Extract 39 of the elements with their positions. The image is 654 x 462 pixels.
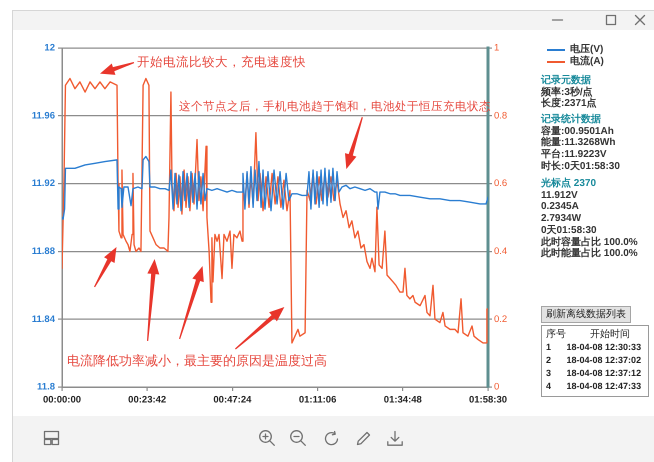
x-tick-label: 00:00:00 — [42, 394, 82, 406]
x-tick-label: 01:11:06 — [298, 394, 336, 406]
text: 0天01:58:30 — [541, 224, 598, 236]
x-tick-label: 00:23:42 — [128, 394, 166, 406]
button: 刷新离线数据列表 — [541, 306, 631, 323]
text: 容量:00.9501Ah — [541, 126, 615, 137]
text: 光标点 2370 — [541, 178, 598, 190]
text: 平台:11.9223V — [541, 149, 608, 160]
text: 长度:2371点 — [541, 98, 598, 110]
x-tick-label: 01:58:30 — [468, 394, 508, 406]
legend-label: 电流(A) — [570, 56, 604, 68]
text: 此时容量占比 100.0% — [541, 236, 639, 248]
legend-label: 电压(V) — [570, 44, 604, 55]
text: 频率:3秒/点 — [541, 86, 593, 98]
y-tick-label: 11.8 — [37, 382, 55, 393]
text: 记录统计数据 — [541, 114, 602, 125]
text: 此时能量占比 100.0% — [541, 248, 639, 260]
text: 时长:0天01:58:30 — [541, 160, 621, 173]
y2-tick-label: 0.4 — [494, 246, 508, 258]
y2-tick-label: 0.2 — [494, 314, 508, 325]
y-tick-label: 11.84 — [32, 314, 56, 325]
x-tick-label: 00:47:24 — [213, 394, 252, 406]
annotation: 电流降低功率减小，最主要的原因是温度过高 — [67, 352, 327, 368]
y-tick-label: 11.88 — [32, 246, 55, 258]
text: 能量:11.3268Wh — [541, 137, 616, 148]
y2-tick-label: 0.6 — [494, 178, 508, 190]
y-tick-label: 11.92 — [32, 178, 55, 190]
annotation: 开始电流比较大，充电速度快 — [137, 54, 306, 69]
y-tick-label: 11.96 — [32, 110, 55, 122]
y-tick-label: 12 — [44, 42, 55, 54]
text: 记录元数据 — [541, 75, 592, 86]
y2-tick-label: 1 — [494, 42, 500, 54]
y2-tick-label: 0 — [494, 382, 500, 393]
text: 2.7934W — [541, 213, 582, 225]
table: 序号 开始时间 1 18-04-08 12:30:33 2 18-04-08 12:37:02 3 18-04-08 12:37:12 4 18-04-08 12:47:33 — [541, 325, 649, 397]
y2-tick-label: 0.8 — [494, 110, 508, 122]
text: 11.912V — [541, 190, 579, 202]
x-tick-label: 01:34:48 — [384, 394, 422, 406]
text: 0.2345A — [541, 201, 580, 214]
